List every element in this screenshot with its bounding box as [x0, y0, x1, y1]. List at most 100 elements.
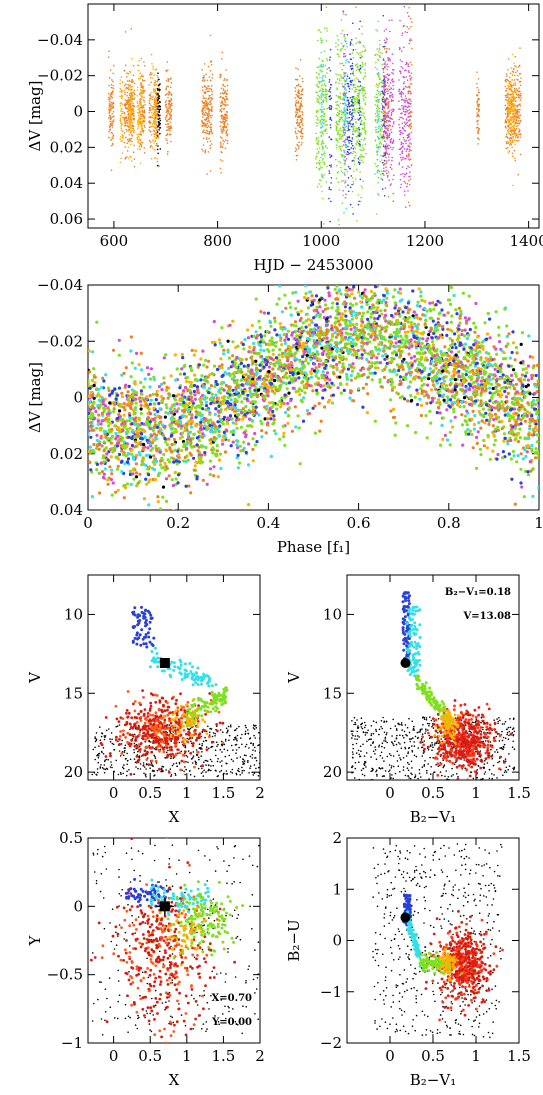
data-point: [320, 98, 323, 101]
data-point: [320, 63, 323, 66]
data-point: [320, 156, 322, 159]
data-point: [401, 98, 404, 101]
data-point: [120, 110, 122, 112]
data-point: [449, 320, 453, 324]
data-point: [409, 77, 412, 80]
data-point: [409, 114, 412, 117]
data-point: [399, 153, 401, 156]
data-point: [210, 99, 212, 102]
data-point: [133, 93, 136, 96]
data-point: [221, 151, 223, 154]
data-point: [145, 366, 150, 370]
data-point: [359, 64, 362, 67]
data-point: [125, 136, 127, 139]
data-point: [356, 107, 358, 110]
data-point: [296, 154, 299, 157]
data-point: [124, 146, 126, 148]
data-point: [121, 152, 124, 154]
data-point: [344, 174, 346, 176]
data-point: [375, 144, 378, 146]
data-point: [378, 72, 380, 74]
data-point: [343, 44, 345, 47]
data-point: [220, 128, 223, 130]
data-point: [315, 166, 318, 169]
data-point: [349, 120, 352, 122]
data-point: [359, 106, 362, 108]
data-point: [335, 46, 337, 48]
data-point: [453, 415, 457, 419]
data-point: [352, 183, 355, 185]
data-point: [512, 121, 514, 124]
data-point: [408, 15, 410, 17]
data-point: [506, 87, 508, 90]
data-point: [210, 89, 213, 91]
data-point: [207, 107, 210, 110]
data-point: [390, 111, 393, 114]
data-point: [392, 73, 395, 75]
data-point: [379, 233, 381, 235]
data-point: [352, 73, 354, 75]
data-point: [315, 122, 317, 124]
data-point: [357, 53, 360, 55]
data-point: [141, 127, 143, 129]
data-point: [478, 110, 480, 113]
data-point: [224, 126, 226, 128]
data-point: [385, 149, 387, 151]
data-point: [157, 114, 160, 117]
data-point: [211, 105, 213, 108]
data-point: [140, 84, 142, 87]
data-point: [316, 118, 318, 121]
data-point: [222, 83, 224, 86]
data-point: [374, 96, 376, 98]
data-point: [133, 118, 135, 121]
data-point: [209, 126, 211, 128]
data-point: [387, 104, 390, 106]
data-point: [361, 119, 363, 122]
data-point: [346, 104, 348, 106]
data-point: [325, 124, 328, 126]
data-point: [149, 120, 151, 122]
data-point: [390, 131, 393, 133]
data-point: [204, 445, 208, 450]
data-point: [110, 434, 115, 438]
data-point: [346, 117, 349, 119]
data-point: [390, 94, 392, 97]
data-point: [179, 426, 183, 430]
data-point: [400, 92, 402, 95]
data-point: [119, 161, 122, 164]
data-point: [335, 73, 337, 75]
data-point: [364, 72, 367, 74]
data-point: [353, 111, 356, 114]
data-point: [129, 80, 132, 83]
data-point: [390, 109, 393, 111]
data-point: [347, 165, 350, 168]
data-point: [405, 69, 407, 72]
data-point: [519, 136, 521, 139]
data-point: [363, 148, 366, 151]
data-point: [514, 128, 517, 131]
data-point: [225, 117, 227, 119]
data-point: [381, 90, 384, 92]
data-point: [152, 133, 155, 135]
data-point: [354, 103, 356, 106]
data-point: [345, 95, 347, 97]
data-point: [385, 162, 388, 164]
data-point: [208, 76, 211, 78]
data-point: [376, 30, 379, 32]
data-point: [315, 137, 318, 140]
data-point: [340, 32, 342, 35]
data-point: [350, 119, 353, 121]
data-point: [150, 104, 152, 107]
data-point: [381, 135, 383, 137]
data-point: [519, 84, 522, 87]
data-point: [139, 131, 142, 133]
data-point: [359, 57, 362, 59]
data-point: [506, 136, 509, 139]
data-point: [119, 105, 122, 107]
data-point: [363, 89, 366, 91]
data-point: [166, 139, 168, 142]
data-point: [110, 117, 112, 120]
data-point: [389, 96, 391, 98]
data-point: [349, 203, 352, 206]
data-point: [296, 111, 299, 114]
